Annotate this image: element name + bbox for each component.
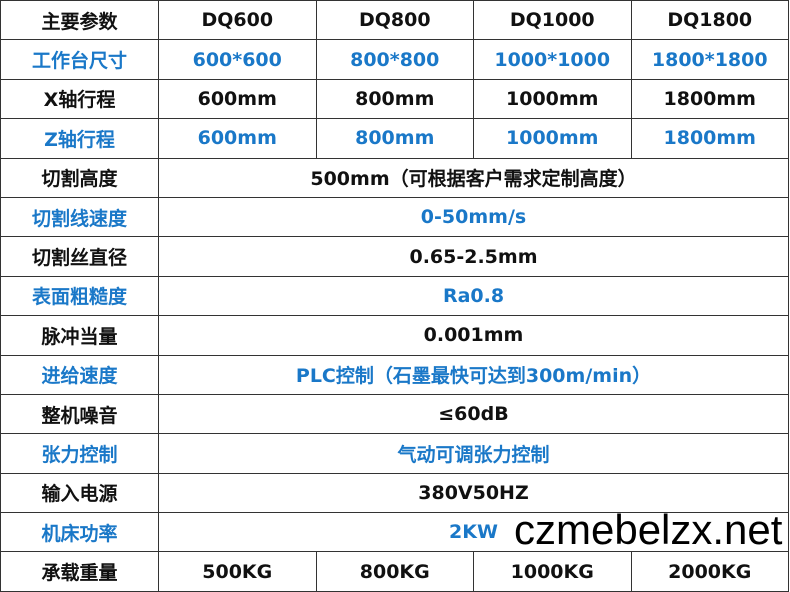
table-cell: ≤60dB bbox=[158, 393, 789, 435]
row-label: 切割线速度 bbox=[0, 196, 159, 238]
table-cell: 600mm bbox=[158, 78, 317, 120]
table-cell: 1800mm bbox=[630, 118, 789, 159]
table-cell: 800mm bbox=[315, 118, 474, 159]
table-cell: 1000mm bbox=[473, 118, 632, 159]
table-cell: 1800mm bbox=[630, 78, 789, 120]
table-row: 切割丝直径 0.65-2.5mm bbox=[0, 236, 789, 277]
table-row: 张力控制 气动可调张力控制 bbox=[0, 433, 789, 474]
row-label: 切割高度 bbox=[0, 157, 159, 198]
table-row: 切割高度 500mm（可根据客户需求定制高度） bbox=[0, 157, 789, 198]
table-cell: 380V50HZ bbox=[158, 472, 789, 514]
table-row: 机床功率 2KW bbox=[0, 512, 789, 553]
watermark: czmebelzx.net bbox=[514, 506, 783, 553]
table-cell: 800mm bbox=[315, 78, 474, 120]
table-cell: 800*800 bbox=[315, 39, 474, 80]
row-label: 机床功率 bbox=[0, 512, 159, 553]
table-cell: 800KG bbox=[315, 551, 474, 592]
row-label: 进给速度 bbox=[0, 354, 159, 395]
row-label: 输入电源 bbox=[0, 472, 159, 514]
table-cell: 1000mm bbox=[473, 78, 632, 120]
table-row: 承载重量 500KG 800KG 1000KG 2000KG bbox=[0, 551, 789, 592]
header-cell: DQ1000 bbox=[473, 0, 632, 41]
header-cell: DQ600 bbox=[158, 0, 317, 41]
table-cell: 2000KG bbox=[630, 551, 789, 592]
table-row: X轴行程 600mm 800mm 1000mm 1800mm bbox=[0, 78, 789, 120]
table-cell: 500mm（可根据客户需求定制高度） bbox=[158, 157, 789, 198]
table-cell: 600mm bbox=[158, 118, 317, 159]
table-cell: 600*600 bbox=[158, 39, 317, 80]
table-cell: 0.001mm bbox=[158, 315, 789, 356]
row-label: 切割丝直径 bbox=[0, 236, 159, 277]
table-cell: 1000KG bbox=[473, 551, 632, 592]
row-label: 张力控制 bbox=[0, 433, 159, 474]
row-label: 整机噪音 bbox=[0, 393, 159, 435]
table-row: Z轴行程 600mm 800mm 1000mm 1800mm bbox=[0, 118, 789, 159]
table-row: 脉冲当量 0.001mm bbox=[0, 315, 789, 356]
header-cell: 主要参数 bbox=[0, 0, 159, 41]
table-row: 输入电源 380V50HZ bbox=[0, 472, 789, 514]
table-cell: 0-50mm/s bbox=[158, 196, 789, 238]
row-label: 工作台尺寸 bbox=[0, 39, 159, 80]
row-label: 承载重量 bbox=[0, 551, 159, 592]
table-row: 工作台尺寸 600*600 800*800 1000*1000 1800*1800 bbox=[0, 39, 789, 80]
table-cell: PLC控制（石墨最快可达到300m/min） bbox=[158, 354, 789, 395]
table-row: 整机噪音 ≤60dB bbox=[0, 393, 789, 435]
table-cell: 0.65-2.5mm bbox=[158, 236, 789, 277]
table-row: 切割线速度 0-50mm/s bbox=[0, 196, 789, 238]
header-cell: DQ800 bbox=[315, 0, 474, 41]
row-label: 表面粗糙度 bbox=[0, 275, 159, 317]
row-label: 脉冲当量 bbox=[0, 315, 159, 356]
header-cell: DQ1800 bbox=[630, 0, 789, 41]
row-label: Z轴行程 bbox=[0, 118, 159, 159]
table-cell: Ra0.8 bbox=[158, 275, 789, 317]
table-cell: 1800*1800 bbox=[630, 39, 789, 80]
table-cell: 气动可调张力控制 bbox=[158, 433, 789, 474]
table-row: 进给速度 PLC控制（石墨最快可达到300m/min） bbox=[0, 354, 789, 395]
table-cell: 2KW bbox=[158, 512, 789, 553]
header-row: 主要参数 DQ600 DQ800 DQ1000 DQ1800 bbox=[0, 0, 789, 41]
table-row: 表面粗糙度 Ra0.8 bbox=[0, 275, 789, 317]
row-label: X轴行程 bbox=[0, 78, 159, 120]
table-cell: 1000*1000 bbox=[473, 39, 632, 80]
table-cell: 500KG bbox=[158, 551, 317, 592]
